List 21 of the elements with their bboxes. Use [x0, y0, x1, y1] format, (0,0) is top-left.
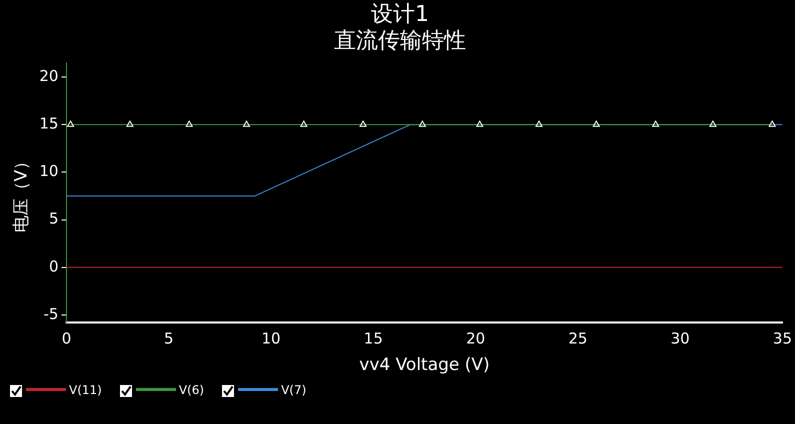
x-tick-label: 0 — [62, 329, 72, 348]
y-tick-label: 10 — [39, 162, 58, 180]
legend-label: V(6) — [178, 383, 204, 397]
x-tick-label: 5 — [164, 329, 174, 348]
y-tick-label: 5 — [48, 210, 58, 228]
y-tick-label: 20 — [39, 66, 58, 85]
legend-label: V(11) — [69, 383, 102, 397]
x-tick-label: 10 — [262, 329, 281, 348]
x-tick-label: 35 — [772, 329, 792, 348]
x-tick-label: 20 — [466, 329, 486, 348]
chart-title: 设计1 — [371, 2, 429, 27]
x-tick-label: 30 — [670, 329, 690, 348]
x-axis-title: vv4 Voltage (V) — [359, 355, 490, 376]
x-tick-label: 15 — [364, 329, 383, 348]
y-tick-label: 15 — [39, 114, 58, 133]
y-tick-label: 0 — [48, 257, 58, 276]
chart-subtitle: 直流传输特性 — [334, 28, 466, 54]
x-tick-label: 25 — [568, 329, 588, 348]
legend-label: V(7) — [281, 383, 306, 397]
y-axis-title: 电压（V） — [12, 152, 32, 233]
y-tick-label: -5 — [44, 304, 58, 323]
